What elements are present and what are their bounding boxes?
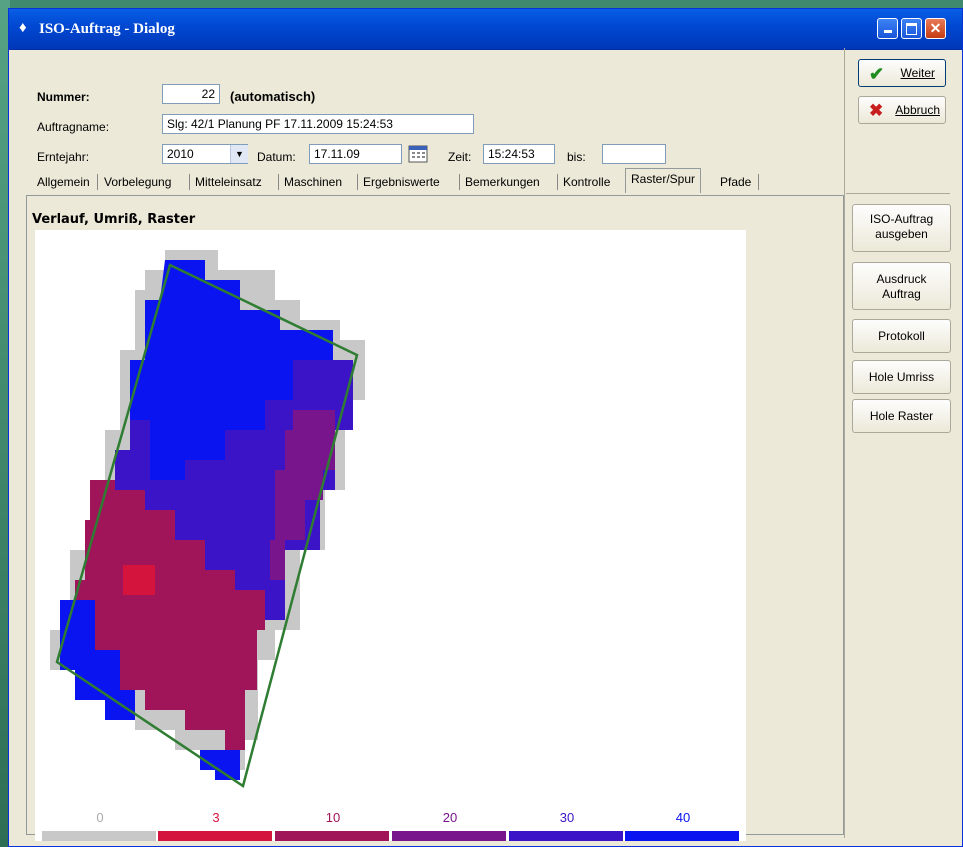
tab-mitteleinsatz[interactable]: Mitteleinsatz [195, 175, 262, 189]
erntejahr-value: 2010 [167, 147, 194, 161]
legend-swatch [392, 831, 506, 841]
x-icon: ✖ [869, 101, 884, 120]
iso-auftrag-ausgeben-button[interactable]: ISO-Auftrag ausgeben [852, 204, 951, 252]
legend-swatch [625, 831, 739, 841]
checkmark-icon: ✔ [869, 64, 885, 84]
field-boundary [55, 263, 359, 789]
tab-separator [758, 174, 759, 190]
minimize-button[interactable] [877, 18, 898, 39]
maximize-icon [906, 23, 917, 35]
raster-cell-40-corner [200, 750, 240, 780]
legend-label: 20 [443, 810, 457, 825]
tab-separator [189, 174, 190, 190]
legend-swatch [275, 831, 389, 841]
nummer-note: (automatisch) [230, 89, 316, 104]
legend-label: 40 [676, 810, 690, 825]
nummer-label: Nummer: [37, 90, 90, 104]
raster-cell-10 [75, 480, 265, 750]
legend-label: 0 [96, 810, 103, 825]
panel-title: Verlauf, Umriß, Raster [32, 212, 196, 227]
calendar-icon[interactable] [408, 145, 428, 163]
tab-allgemein[interactable]: Allgemein [37, 175, 90, 189]
tab-raster-spur[interactable]: Raster/Spur [625, 168, 702, 193]
raster-cell-40-lower [60, 600, 135, 720]
zeit-field[interactable]: 15:24:53 [483, 144, 555, 164]
legend-swatch [158, 831, 272, 841]
close-icon: ✕ [929, 20, 942, 36]
separator [846, 193, 950, 194]
hole-umriss-button[interactable]: Hole Umriss [852, 360, 951, 394]
bis-field[interactable] [602, 144, 666, 164]
iso-ausgeben-line2: ausgeben [875, 227, 928, 241]
bis-label: bis: [567, 150, 586, 164]
tab-ergebniswerte[interactable]: Ergebniswerte [363, 175, 440, 189]
tab-separator [357, 174, 358, 190]
chevron-down-icon[interactable]: ▼ [230, 145, 248, 163]
desktop-background [0, 0, 10, 847]
weiter-label: Weiter [900, 66, 935, 80]
raster-cell-3 [123, 565, 155, 595]
maximize-button[interactable] [901, 18, 922, 39]
close-button[interactable]: ✕ [925, 18, 946, 39]
raster-cell-40 [130, 260, 333, 480]
iso-ausgeben-line1: ISO-Auftrag [869, 212, 934, 226]
tab-separator [459, 174, 460, 190]
raster-cell-20 [270, 410, 335, 580]
legend-label: 3 [212, 810, 219, 825]
tab-kontrolle[interactable]: Kontrolle [563, 175, 611, 189]
legend-label: 10 [326, 810, 340, 825]
abbruch-label: Abbruch [895, 103, 940, 117]
tab-separator [97, 174, 98, 190]
ausdruck-auftrag-button[interactable]: Ausdruck Auftrag [852, 262, 951, 310]
ausdruck-line2: Auftrag [882, 287, 921, 301]
title-bar[interactable]: ♦ ISO-Auftrag - Dialog ✕ [9, 9, 962, 50]
auftragname-field[interactable]: Slg: 42/1 Planung PF 17.11.2009 15:24:53 [162, 114, 474, 134]
tab-vorbelegung[interactable]: Vorbelegung [104, 175, 172, 189]
legend-swatch [42, 831, 156, 841]
legend-swatch [509, 831, 623, 841]
nummer-field[interactable]: 22 [162, 84, 220, 104]
hole-raster-button[interactable]: Hole Raster [852, 399, 951, 433]
ausdruck-line1: Ausdruck [876, 272, 927, 286]
datum-field[interactable]: 17.11.09 [309, 144, 402, 164]
erntejahr-label: Erntejahr: [37, 150, 90, 164]
auftragname-label: Auftragname: [37, 120, 110, 134]
weiter-button[interactable]: ✔ Weiter [858, 59, 946, 87]
legend-label: 30 [560, 810, 574, 825]
datum-label: Datum: [257, 150, 296, 164]
tab-pfade[interactable]: Pfade [720, 175, 752, 189]
raster-map-canvas: 0 3 10 20 30 40 [35, 230, 746, 841]
action-panel [844, 48, 954, 838]
zeit-label: Zeit: [448, 150, 472, 164]
app-icon: ♦ [19, 19, 27, 36]
abbruch-button[interactable]: ✖ Abbruch [858, 96, 946, 124]
tab-maschinen[interactable]: Maschinen [284, 175, 343, 189]
window-title: ISO-Auftrag - Dialog [39, 21, 175, 37]
tab-bemerkungen[interactable]: Bemerkungen [465, 175, 540, 189]
minimize-icon [883, 30, 892, 33]
erntejahr-select[interactable]: 2010 [162, 144, 248, 164]
tab-separator [278, 174, 279, 190]
raster-map: 0 3 10 20 30 40 [42, 250, 739, 841]
protokoll-button[interactable]: Protokoll [852, 319, 951, 353]
tab-separator [557, 174, 558, 190]
